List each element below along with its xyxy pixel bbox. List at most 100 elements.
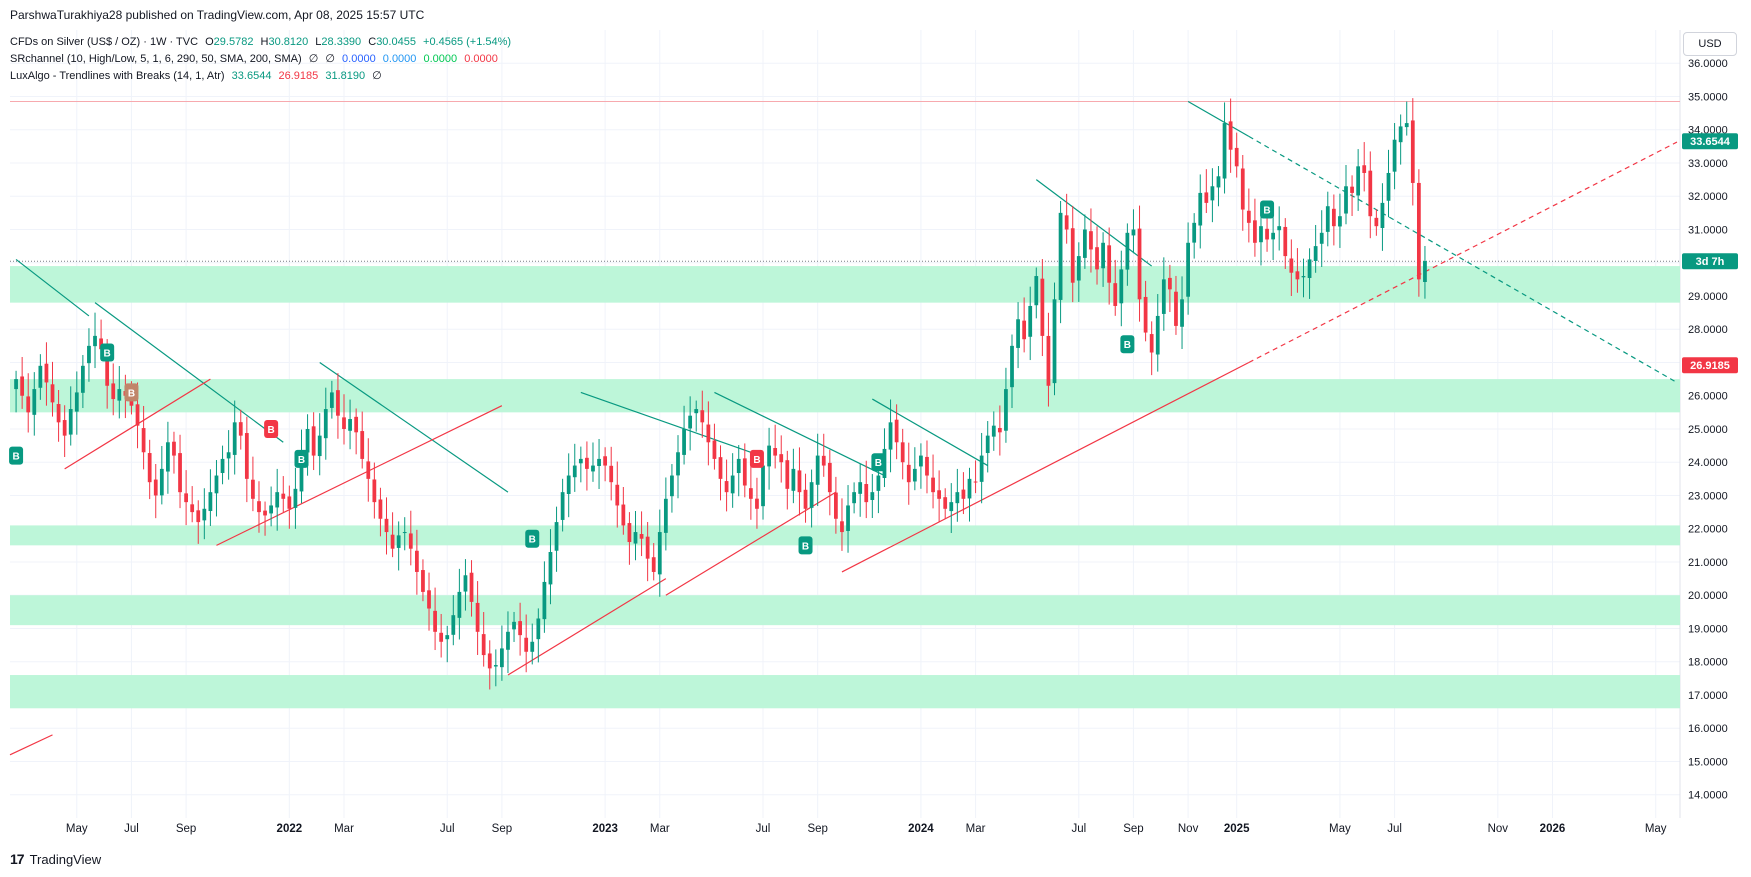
luxalgo-value-3: 31.8190 [325,70,366,82]
candle-body [542,581,547,620]
candle-body [1076,256,1081,281]
candle-body [402,532,407,534]
close-label: C [368,36,377,48]
candle-body [1180,299,1184,327]
high-label: H [260,36,269,48]
price-tick-label: 15.0000 [1688,756,1728,768]
candle-body [329,392,334,408]
candle-body [694,409,699,414]
time-tick-label: Jul [756,823,771,835]
time-tick-label: Nov [1488,823,1509,835]
candle-body [1344,186,1348,214]
candle-body [208,492,213,512]
legend-row-luxalgo[interactable]: LuxAlgo - Trendlines with Breaks (14, 1,… [10,68,515,85]
candle-body [190,504,195,513]
break-label-glyph: B [1124,340,1131,351]
candle-body [463,575,468,592]
candle-body [1155,315,1160,355]
price-tick-label: 24.0000 [1688,457,1728,469]
candle-body [1240,168,1245,210]
legend-row-symbol[interactable]: CFDs on Silver (US$ / OZ) · 1W · TVC O29… [10,34,515,51]
open-value: 29.5782 [213,36,254,48]
candle-body [1034,276,1039,306]
down-trendline [580,391,752,453]
candle-body [949,502,954,512]
candle-body [773,448,778,456]
up-trendline [665,491,837,596]
candle-body [1277,226,1282,231]
candle-body [803,489,808,509]
price-tick-label: 28.0000 [1688,324,1728,336]
candle-body [943,497,948,509]
candle-body [512,621,516,630]
down-trendline [94,302,284,443]
price-tick-label: 33.0000 [1688,158,1728,170]
candle-body [293,488,298,508]
legend-row-srchannel[interactable]: SRchannel (10, High/Low, 5, 1, 6, 290, 5… [10,51,515,68]
candle-body [1325,206,1330,232]
tradingview-logo-icon: 17 [10,851,25,867]
candle-body [311,426,316,456]
candle-body [870,492,875,500]
candle-body [427,590,431,609]
candle-body [141,428,146,453]
candle-body [973,481,978,483]
candle-body [1362,165,1367,173]
candle-body [834,492,838,519]
candle-body [475,602,480,632]
candle-body [1131,229,1136,236]
candle-body [99,338,103,350]
break-label-glyph: B [298,455,305,466]
candle-body [997,427,1002,433]
candle-body [627,523,632,543]
candle-body [1161,279,1166,314]
candlestick-series [14,98,1427,690]
candle-body [809,482,814,508]
down-trendline-extension [1248,135,1678,384]
candle-body [457,591,462,618]
candle-body [238,422,243,436]
candle-body [1380,202,1385,229]
candle-body [323,409,328,439]
candle-body [244,433,249,479]
break-label-box [100,343,115,362]
candle-body [44,363,49,383]
time-tick-label: 2024 [908,823,934,835]
candle-body [1004,389,1008,431]
candle-body [74,392,79,412]
candle-body [50,384,55,403]
candle-body [670,475,674,497]
candle-body [548,552,553,585]
candle-body [366,461,371,479]
candle-body [840,521,844,533]
time-tick-label: Jul [124,823,139,835]
tradingview-footer[interactable]: 17 TradingView [10,851,101,867]
candle-body [827,462,832,493]
candle-body [1168,277,1172,290]
candle-body [275,492,280,508]
candle-body [263,510,267,516]
candle-body [38,365,43,388]
up-trendline [216,405,503,546]
candle-body [1198,192,1203,226]
candle-body [153,479,158,496]
countdown-tag-text: 3d 7h [1696,256,1725,268]
down-trendline [319,361,509,493]
candle-body [1271,232,1276,240]
down-trendline [1187,100,1250,137]
candle-body [1313,246,1318,261]
candle-body [1082,229,1087,258]
candle-body [1331,208,1336,227]
candle-body [785,460,790,489]
candle-body [487,653,492,669]
candle-body [1228,121,1233,150]
luxalgo-value-1: 33.6544 [231,70,272,82]
candle-body [639,534,644,539]
break-label-box [294,449,309,468]
candle-body [1216,176,1221,188]
currency-button[interactable]: USD [1683,32,1737,56]
candle-body [1410,120,1415,183]
candle-body [554,522,559,551]
candle-body [1028,305,1033,337]
